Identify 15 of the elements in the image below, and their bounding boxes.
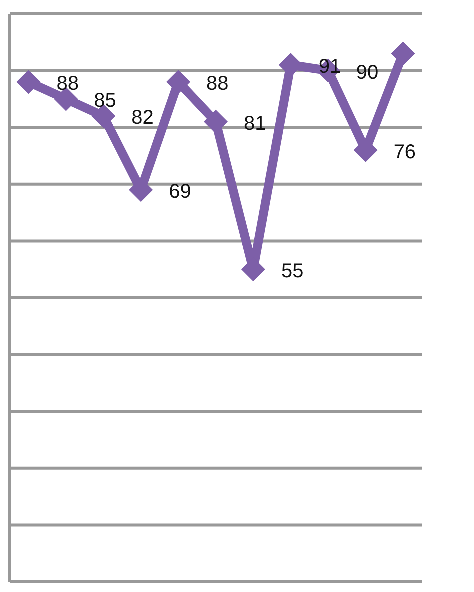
point	[391, 42, 416, 66]
data-label: 81	[244, 112, 266, 135]
data-label: 76	[394, 141, 416, 164]
data-label: 69	[169, 181, 192, 204]
data-label: 82	[132, 107, 154, 130]
point	[354, 138, 378, 162]
data-label: 85	[94, 90, 116, 112]
data-label: 88	[56, 73, 79, 96]
point	[204, 110, 228, 134]
data-label: 90	[356, 62, 379, 84]
point	[166, 70, 191, 94]
data-label: 88	[206, 73, 229, 96]
data-label: 91	[318, 56, 342, 78]
point	[16, 70, 41, 94]
data-label: 55	[281, 260, 304, 283]
